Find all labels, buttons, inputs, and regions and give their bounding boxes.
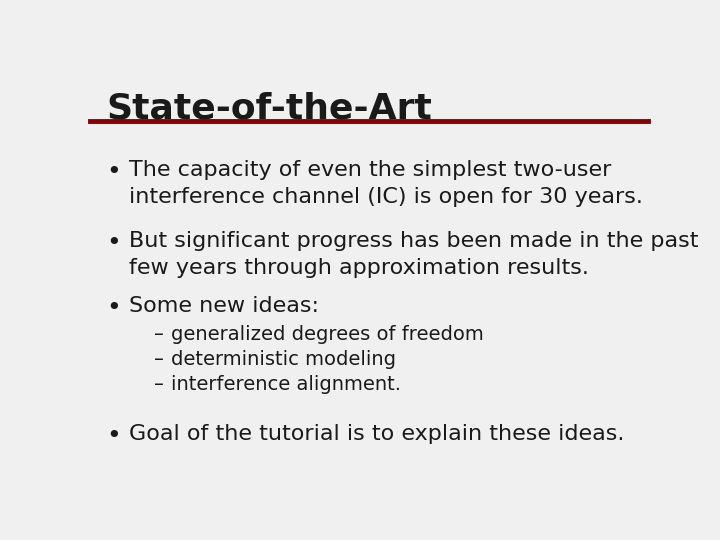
Text: –: – bbox=[154, 325, 164, 343]
Text: Some new ideas:: Some new ideas: bbox=[129, 295, 319, 315]
Text: –: – bbox=[154, 375, 164, 394]
Text: •: • bbox=[107, 424, 122, 448]
Text: Goal of the tutorial is to explain these ideas.: Goal of the tutorial is to explain these… bbox=[129, 424, 624, 444]
Text: generalized degrees of freedom: generalized degrees of freedom bbox=[171, 325, 484, 343]
Text: But significant progress has been made in the past
few years through approximati: But significant progress has been made i… bbox=[129, 231, 698, 278]
Text: interference alignment.: interference alignment. bbox=[171, 375, 401, 394]
Text: •: • bbox=[107, 160, 122, 185]
Text: The capacity of even the simplest two-user
interference channel (IC) is open for: The capacity of even the simplest two-us… bbox=[129, 160, 643, 207]
Text: –: – bbox=[154, 349, 164, 369]
Text: deterministic modeling: deterministic modeling bbox=[171, 349, 396, 369]
Text: •: • bbox=[107, 231, 122, 255]
Text: •: • bbox=[107, 295, 122, 320]
Text: State-of-the-Art: State-of-the-Art bbox=[107, 92, 433, 126]
